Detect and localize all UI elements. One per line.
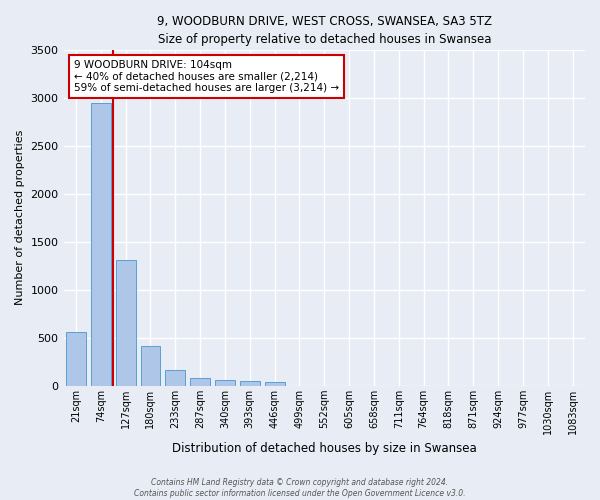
Bar <box>116 260 136 386</box>
Y-axis label: Number of detached properties: Number of detached properties <box>15 130 25 306</box>
Text: 9 WOODBURN DRIVE: 104sqm
← 40% of detached houses are smaller (2,214)
59% of sem: 9 WOODBURN DRIVE: 104sqm ← 40% of detach… <box>74 60 339 93</box>
Text: Contains HM Land Registry data © Crown copyright and database right 2024.
Contai: Contains HM Land Registry data © Crown c… <box>134 478 466 498</box>
Bar <box>66 332 86 386</box>
Bar <box>240 381 260 386</box>
X-axis label: Distribution of detached houses by size in Swansea: Distribution of detached houses by size … <box>172 442 476 455</box>
Bar <box>91 102 111 386</box>
Bar <box>140 346 160 386</box>
Bar <box>265 382 284 386</box>
Bar <box>166 370 185 386</box>
Title: 9, WOODBURN DRIVE, WEST CROSS, SWANSEA, SA3 5TZ
Size of property relative to det: 9, WOODBURN DRIVE, WEST CROSS, SWANSEA, … <box>157 15 492 46</box>
Bar <box>190 378 210 386</box>
Bar <box>215 380 235 386</box>
